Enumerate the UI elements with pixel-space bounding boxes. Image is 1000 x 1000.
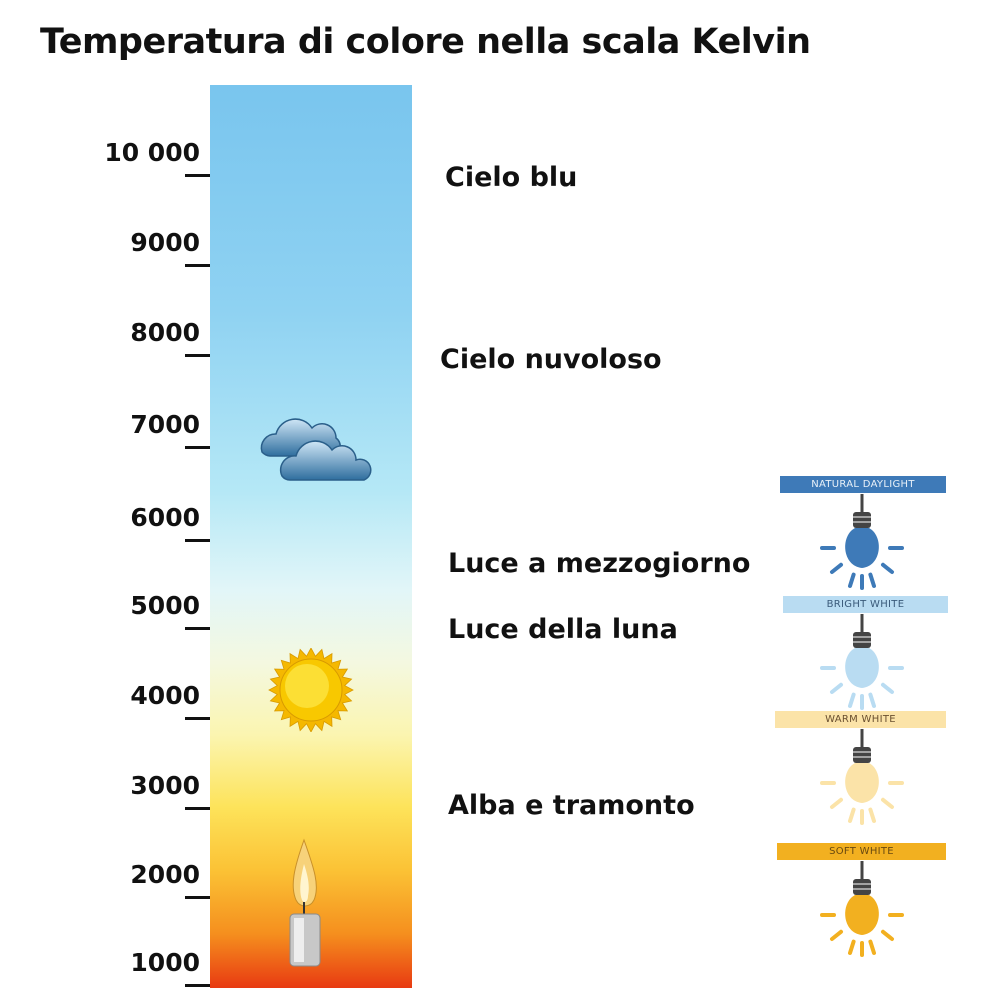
candle-icon (289, 838, 321, 967)
tick-mark (185, 539, 210, 542)
tick-label: 8000 (130, 318, 200, 347)
tick-label: 5000 (130, 591, 200, 620)
tick-mark (185, 984, 210, 987)
bulb-label: NATURAL DAYLIGHT (780, 476, 946, 493)
tick-label: 10 000 (104, 138, 200, 167)
category-label: Cielo blu (445, 162, 578, 193)
tick-mark (185, 264, 210, 267)
tick-label: 3000 (130, 771, 200, 800)
tick-label: 9000 (130, 228, 200, 257)
bulb-label: SOFT WHITE (777, 843, 946, 860)
tick-mark (185, 354, 210, 357)
category-label: Cielo nuvoloso (440, 344, 662, 375)
tick-label: 6000 (130, 503, 200, 532)
tick-label: 1000 (130, 948, 200, 977)
tick-mark (185, 717, 210, 720)
bulb-label: WARM WHITE (775, 711, 946, 728)
tick-label: 7000 (130, 410, 200, 439)
sun-icon (268, 648, 354, 732)
category-label: Luce della luna (448, 614, 678, 645)
page-title: Temperatura di colore nella scala Kelvin (40, 22, 811, 62)
tick-mark (185, 627, 210, 630)
bulb-label: BRIGHT WHITE (783, 596, 948, 613)
tick-label: 4000 (130, 681, 200, 710)
tick-mark (185, 896, 210, 899)
category-label: Luce a mezzogiorno (448, 548, 751, 579)
tick-mark (185, 807, 210, 810)
tick-mark (185, 174, 210, 177)
category-label: Alba e tramonto (448, 790, 695, 821)
cloud-icon (260, 418, 372, 481)
tick-label: 2000 (130, 860, 200, 889)
tick-mark (185, 446, 210, 449)
kelvin-gradient-bar (210, 85, 412, 988)
